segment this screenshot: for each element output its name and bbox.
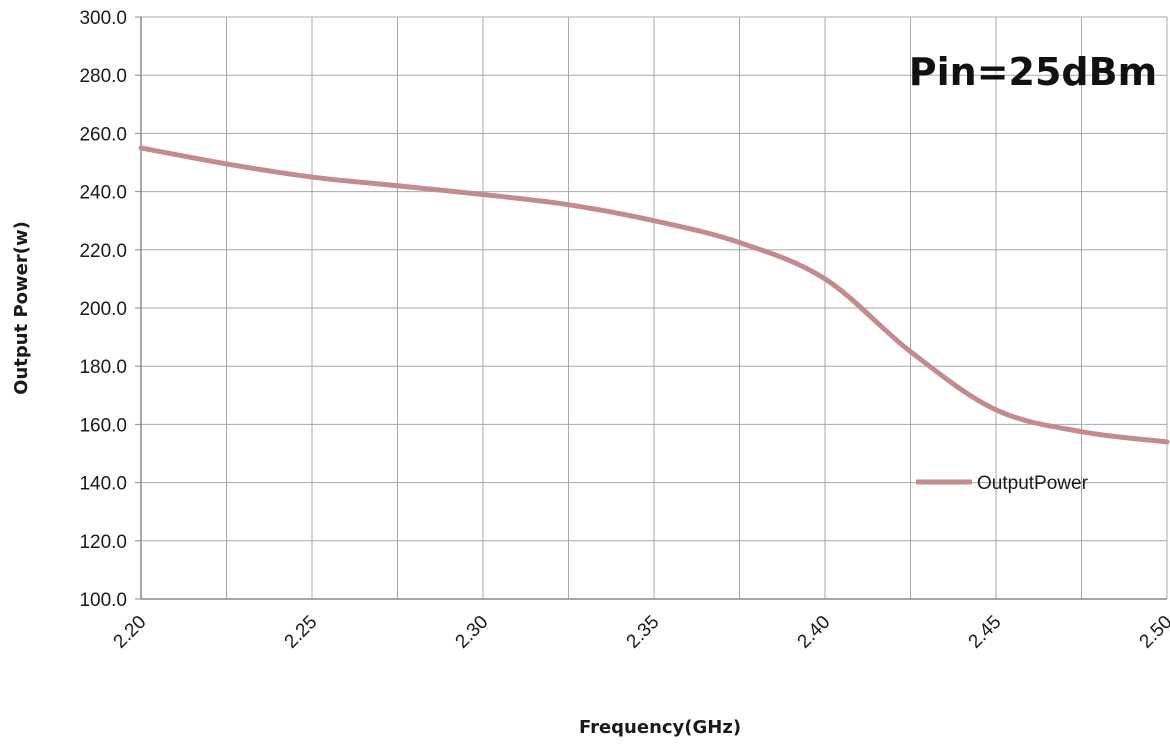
x-tick-label: 2.35 (623, 612, 664, 653)
legend-entry: OutputPower (977, 473, 1089, 494)
y-tick-label: 200.0 (79, 299, 127, 320)
tick-labels: 100.0 120.0 140.0 160.0 180.0 200.0 220.0 240.0… (79, 8, 1170, 653)
x-tick-label: 2.30 (452, 612, 493, 653)
y-tick-label: 300.0 (79, 8, 127, 29)
legend: OutputPower (916, 473, 1089, 494)
x-tick-label: 2.50 (1136, 612, 1170, 653)
y-tick-label: 280.0 (79, 66, 127, 87)
y-tick-label: 260.0 (79, 124, 127, 145)
y-tick-label: 140.0 (79, 474, 127, 495)
series-line-output-power (138, 145, 1170, 445)
x-tick-label: 2.20 (110, 612, 151, 653)
axes (135, 16, 1167, 600)
series-layer (138, 145, 1170, 445)
x-tick-label: 2.40 (794, 612, 835, 653)
grid (140, 16, 1168, 600)
y-axis-title: Output Power(w) (11, 221, 32, 395)
x-tick-label: 2.45 (965, 612, 1006, 653)
y-tick-label: 120.0 (79, 532, 127, 553)
y-tick-label: 160.0 (79, 415, 127, 436)
x-axis-title: Frequency(GHz) (579, 717, 741, 738)
y-tick-label: 220.0 (79, 241, 127, 262)
y-tick-label: 240.0 (79, 183, 127, 204)
y-tick-label: 100.0 (79, 590, 127, 611)
annotation-label: Pin=25dBm (909, 50, 1157, 94)
x-tick-label: 2.25 (281, 612, 322, 653)
y-tick-label: 180.0 (79, 357, 127, 378)
